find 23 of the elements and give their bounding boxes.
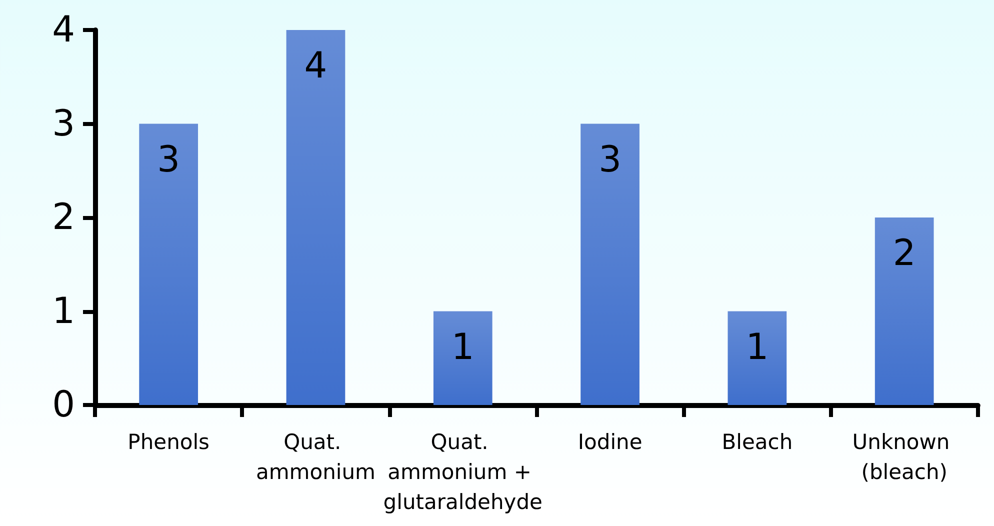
data-label: 3 xyxy=(598,139,622,180)
bar xyxy=(580,124,640,405)
data-label: 3 xyxy=(157,139,180,180)
data-label: 1 xyxy=(746,326,769,368)
y-tick-label: 3 xyxy=(52,103,75,144)
bar xyxy=(139,124,198,405)
data-label: 1 xyxy=(451,326,474,368)
bar xyxy=(728,311,787,405)
data-label: 2 xyxy=(892,233,916,274)
x-tick-label: Quat. ammonium + glutaraldehyde xyxy=(383,430,542,514)
bar xyxy=(433,311,492,405)
y-tick-label: 1 xyxy=(52,290,75,332)
y-tick-label: 0 xyxy=(52,384,75,426)
bar xyxy=(286,30,346,405)
data-label: 4 xyxy=(304,46,328,86)
x-tick-label: Phenols xyxy=(128,430,210,454)
x-tick-label: Quat. ammonium xyxy=(256,430,376,484)
x-tick-label: Bleach xyxy=(722,430,793,454)
x-tick-label: Iodine xyxy=(578,430,642,454)
y-tick-label: 2 xyxy=(52,197,75,238)
bar xyxy=(874,218,934,405)
x-tick-label: Unknown (bleach) xyxy=(852,430,956,484)
y-tick-label: 4 xyxy=(52,10,75,50)
